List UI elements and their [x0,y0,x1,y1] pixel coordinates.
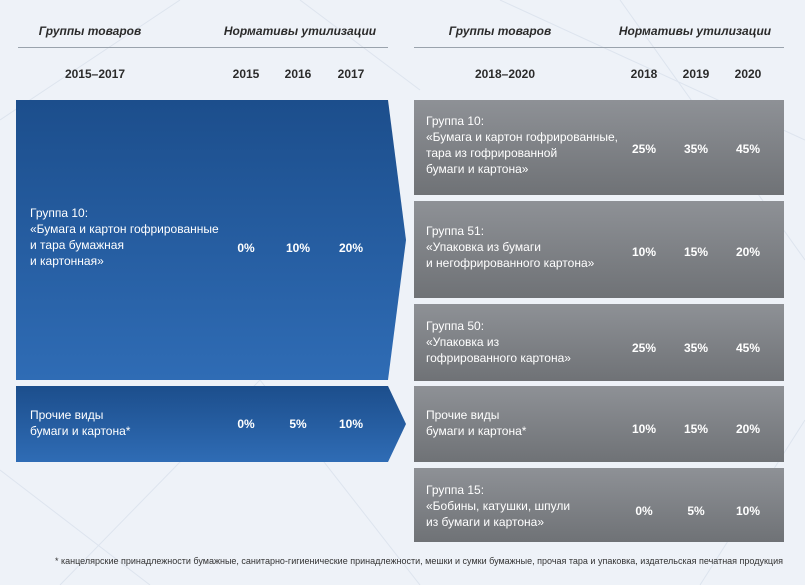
left-row-1-value-2017: 20% [338,241,364,255]
right-row-2-value-2019: 15% [683,245,709,259]
right-header-group: Группы товаров [448,24,552,38]
left-row-2-value-2015: 0% [237,417,255,431]
right-row-5-value-2019: 5% [687,504,705,518]
left-header-group: Группы товаров [38,24,142,38]
right-row-4-value-2020: 20% [735,422,761,436]
left-row-1-label: Группа 10: «Бумага и картон гофрированны… [30,206,219,268]
right-row-5-value-2018: 0% [635,504,653,518]
right-row-3-value-2020: 45% [735,341,761,355]
right-row-1-value-2019: 35% [683,142,709,156]
left-row-1-value-2015: 0% [237,241,255,255]
right-row-4-value-2018: 10% [631,422,657,436]
left-header-norms: Нормативы утилизации [223,24,377,38]
right-row-2-value-2018: 10% [631,245,657,259]
right-row-1-value-2020: 45% [735,142,761,156]
right-year-1: 2018 [630,67,658,81]
right-row-1: Группа 10: «Бумага и картон гофрированны… [414,100,784,195]
right-period: 2018–2020 [474,67,536,81]
right-row-5-label: Группа 15: «Бобины, катушки, шпули из бу… [426,483,571,529]
right-row-3-value-2018: 25% [631,341,657,355]
footnote: * канцелярские принадлежности бумажные, … [55,556,783,566]
left-year-1: 2015 [232,67,260,81]
right-row-4-value-2019: 15% [683,422,709,436]
right-row-4: Прочие виды бумаги и картона* 10% 15% 20… [414,386,784,462]
left-row-1-arrow [16,100,406,380]
left-row-2-value-2017: 10% [338,417,364,431]
right-year-3: 2020 [734,67,762,81]
right-row-1-label: Группа 10: «Бумага и картон гофрированны… [426,114,619,176]
right-row-5-value-2020: 10% [735,504,761,518]
right-row-4-label: Прочие виды бумаги и картона* [426,408,527,438]
left-row-2-label: Прочие виды бумаги и картона* [30,408,131,438]
right-row-1-value-2018: 25% [631,142,657,156]
left-header-divider [18,47,388,48]
right-row-2-value-2020: 20% [735,245,761,259]
left-period: 2015–2017 [64,67,126,81]
right-header-norms: Нормативы утилизации [618,24,772,38]
right-row-3: Группа 50: «Упаковка из гофрированного к… [414,304,784,381]
left-year-2: 2016 [284,67,312,81]
right-row-5: Группа 15: «Бобины, катушки, шпули из бу… [414,468,784,542]
left-row-2-value-2016: 5% [289,417,307,431]
right-row-2-label: Группа 51: «Упаковка из бумаги и негофри… [426,224,595,270]
right-row-2: Группа 51: «Упаковка из бумаги и негофри… [414,201,784,298]
left-row-2-arrow [16,386,406,462]
left-row-1-value-2016: 10% [285,241,311,255]
right-row-3-label: Группа 50: «Упаковка из гофрированного к… [426,319,571,365]
right-row-3-value-2019: 35% [683,341,709,355]
right-header-divider [414,47,784,48]
left-year-3: 2017 [337,67,365,81]
right-year-2: 2019 [682,67,710,81]
